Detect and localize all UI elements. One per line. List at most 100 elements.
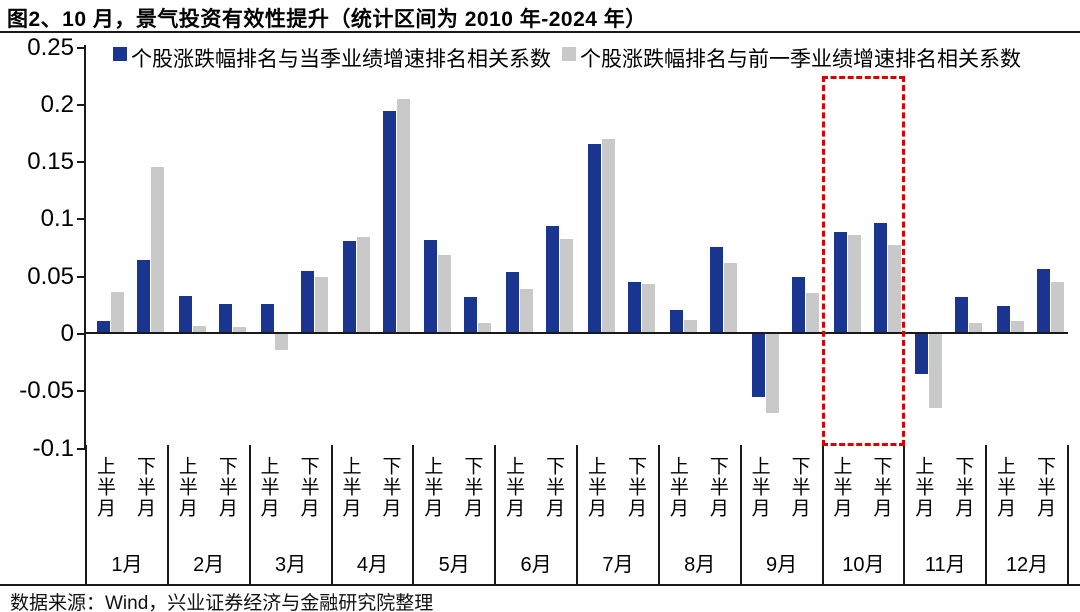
x-label-month: 2月 [193,554,225,576]
bar-previous-quarter [560,238,574,334]
x-label-half-month: 下半月 [706,456,728,519]
y-tick-label: 0.1 [40,205,74,233]
month-separator [1067,445,1069,584]
x-label-month: 8月 [684,554,716,576]
bar-current-quarter [260,304,274,334]
bar-previous-quarter [274,334,288,351]
y-tick-mark [77,333,85,335]
highlight-box-october [821,76,906,446]
x-label-half-month: 上半月 [421,456,443,519]
x-label-half-month: 上半月 [503,456,525,519]
bar-current-quarter [588,143,601,334]
month-separator [166,445,169,584]
x-label-month: 1月 [111,554,143,576]
bar-previous-quarter [969,322,983,334]
x-label-half-month: 上半月 [912,456,934,519]
y-tick-label: 0.25 [27,33,74,61]
x-label-half-month: 下半月 [870,456,892,519]
chart-legend: 个股涨跌幅排名与当季业绩增速排名相关系数 个股涨跌幅排名与前一季业绩增速排名相关… [0,0,1080,71]
month-separator [248,445,251,584]
x-label-half-month: 下半月 [788,456,810,519]
x-label-half-month: 下半月 [625,456,646,519]
legend-label-previous-quarter: 个股涨跌幅排名与前一季业绩增速排名相关系数 [580,48,1021,71]
x-label-half-month: 下半月 [1034,456,1056,519]
bar-current-quarter [424,240,438,334]
bar-previous-quarter [151,166,164,334]
title-divider [0,31,1080,33]
source-note: 数据来源：Wind，兴业证券经济与金融研究院整理 [10,593,434,612]
bar-previous-quarter [232,327,246,334]
bar-current-quarter [709,246,723,334]
y-tick-label: 0.15 [27,148,74,176]
legend-swatch-current-quarter [113,47,127,61]
x-label-half-month: 下半月 [952,456,974,519]
month-separator [330,445,333,584]
bar-current-quarter [506,272,520,334]
x-label-half-month: 下半月 [215,456,237,519]
month-separator [494,445,497,584]
bar-current-quarter [1037,268,1051,334]
y-tick-mark [77,218,85,221]
month-separator [657,445,660,584]
bar-previous-quarter [478,322,492,334]
y-tick-mark [77,390,85,393]
bar-previous-quarter [723,262,737,334]
bar-previous-quarter [805,292,819,334]
month-separator [739,445,742,584]
bar-current-quarter [546,226,560,334]
x-label-half-month: 上半月 [748,456,770,519]
bar-previous-quarter [683,320,697,334]
bar-current-quarter [382,110,396,334]
y-tick-label: -0.1 [32,434,74,462]
x-label-month: 6月 [520,554,552,576]
bar-current-quarter [833,232,847,334]
bar-previous-quarter [887,244,901,334]
y-tick-label: -0.05 [19,377,74,405]
month-separator [412,445,415,584]
x-label-month: 9月 [766,554,798,576]
x-label-half-month: 上半月 [175,456,197,519]
bar-previous-quarter [1011,321,1025,334]
bar-previous-quarter [438,254,452,334]
bar-previous-quarter [192,325,206,334]
x-label-month: 12月 [1005,554,1049,576]
bar-previous-quarter [642,283,655,334]
bar-current-quarter [97,321,110,334]
bar-previous-quarter [765,334,779,414]
x-label-half-month: 下半月 [379,456,401,519]
bar-current-quarter [178,296,192,334]
bar-current-quarter [628,282,641,334]
y-tick-mark [77,275,85,278]
y-tick-label: 0.2 [40,90,74,118]
x-label-half-month: 上半月 [94,456,115,519]
bar-current-quarter [873,222,887,334]
bar-previous-quarter [356,236,370,334]
y-tick-mark [77,161,85,164]
bar-previous-quarter [847,235,861,334]
y-axis-line [84,45,86,449]
x-label-month: 3月 [275,554,307,576]
month-separator [576,445,578,584]
y-tick-mark [77,447,85,450]
x-label-half-month: 下半月 [461,456,483,519]
bar-current-quarter [997,306,1011,334]
y-tick-mark [77,46,85,49]
x-label-half-month: 下半月 [297,456,319,519]
zero-baseline [85,332,1068,334]
bar-current-quarter [955,297,969,334]
y-tick-label: 0.05 [27,262,74,290]
bar-previous-quarter [396,99,410,334]
bar-previous-quarter [520,289,534,334]
y-tick-label: 0 [60,320,74,347]
bar-current-quarter [669,309,683,334]
legend-swatch-previous-quarter [562,47,576,61]
chart-bottom-divider [0,584,1080,586]
x-label-half-month: 上半月 [666,456,688,519]
x-label-month: 10月 [842,554,885,576]
bar-current-quarter [300,270,314,334]
x-label-half-month: 上半月 [257,456,279,519]
bar-current-quarter [218,304,232,334]
x-label-half-month: 上半月 [994,456,1016,519]
x-label-half-month: 下半月 [134,456,155,519]
